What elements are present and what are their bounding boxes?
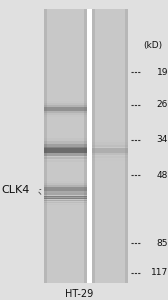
Text: HT-29: HT-29 xyxy=(65,289,93,299)
Bar xyxy=(92,9,95,283)
Bar xyxy=(92,142,128,145)
Bar xyxy=(92,145,128,147)
Bar xyxy=(44,148,87,153)
Bar xyxy=(44,202,87,203)
Bar xyxy=(44,191,87,193)
Bar xyxy=(44,196,87,197)
Text: 48: 48 xyxy=(157,171,168,180)
Bar xyxy=(92,148,128,150)
Bar xyxy=(44,111,87,113)
Bar xyxy=(44,9,47,283)
Bar xyxy=(44,181,87,183)
Bar xyxy=(44,187,87,189)
Bar xyxy=(44,9,87,283)
Bar xyxy=(44,189,87,191)
Bar xyxy=(92,156,128,158)
Text: (kD): (kD) xyxy=(143,41,162,50)
Bar xyxy=(92,148,128,153)
Bar xyxy=(44,138,87,141)
Bar xyxy=(44,150,87,153)
Bar xyxy=(44,141,87,144)
Bar xyxy=(92,140,128,142)
Bar xyxy=(92,153,128,155)
Text: 19: 19 xyxy=(157,68,168,77)
Bar xyxy=(44,193,87,195)
Bar xyxy=(84,9,87,283)
Bar xyxy=(92,9,128,283)
Text: 34: 34 xyxy=(157,135,168,144)
Bar xyxy=(87,9,92,283)
Bar xyxy=(125,9,128,283)
Bar xyxy=(44,103,87,105)
Bar xyxy=(92,158,128,161)
Bar xyxy=(44,200,87,201)
Text: 117: 117 xyxy=(151,268,168,277)
Bar xyxy=(44,191,87,193)
Bar xyxy=(44,154,87,156)
Bar xyxy=(44,183,87,185)
Bar xyxy=(44,195,87,197)
Bar xyxy=(44,107,87,111)
Text: CLK4: CLK4 xyxy=(2,185,30,195)
Bar xyxy=(44,144,87,147)
Bar xyxy=(44,105,87,107)
Bar xyxy=(44,189,87,191)
Bar xyxy=(44,115,87,117)
Bar xyxy=(44,147,87,150)
Bar xyxy=(44,196,87,199)
Bar xyxy=(44,101,87,103)
Bar xyxy=(44,157,87,159)
Bar xyxy=(44,113,87,115)
Bar xyxy=(44,204,87,206)
Text: 85: 85 xyxy=(157,238,168,247)
Bar xyxy=(92,150,128,153)
Bar xyxy=(44,107,87,109)
Bar xyxy=(44,197,87,199)
Bar xyxy=(44,194,87,195)
Text: 26: 26 xyxy=(157,100,168,109)
Bar xyxy=(44,109,87,111)
Bar xyxy=(44,188,87,191)
Bar xyxy=(44,185,87,187)
Bar xyxy=(44,160,87,162)
